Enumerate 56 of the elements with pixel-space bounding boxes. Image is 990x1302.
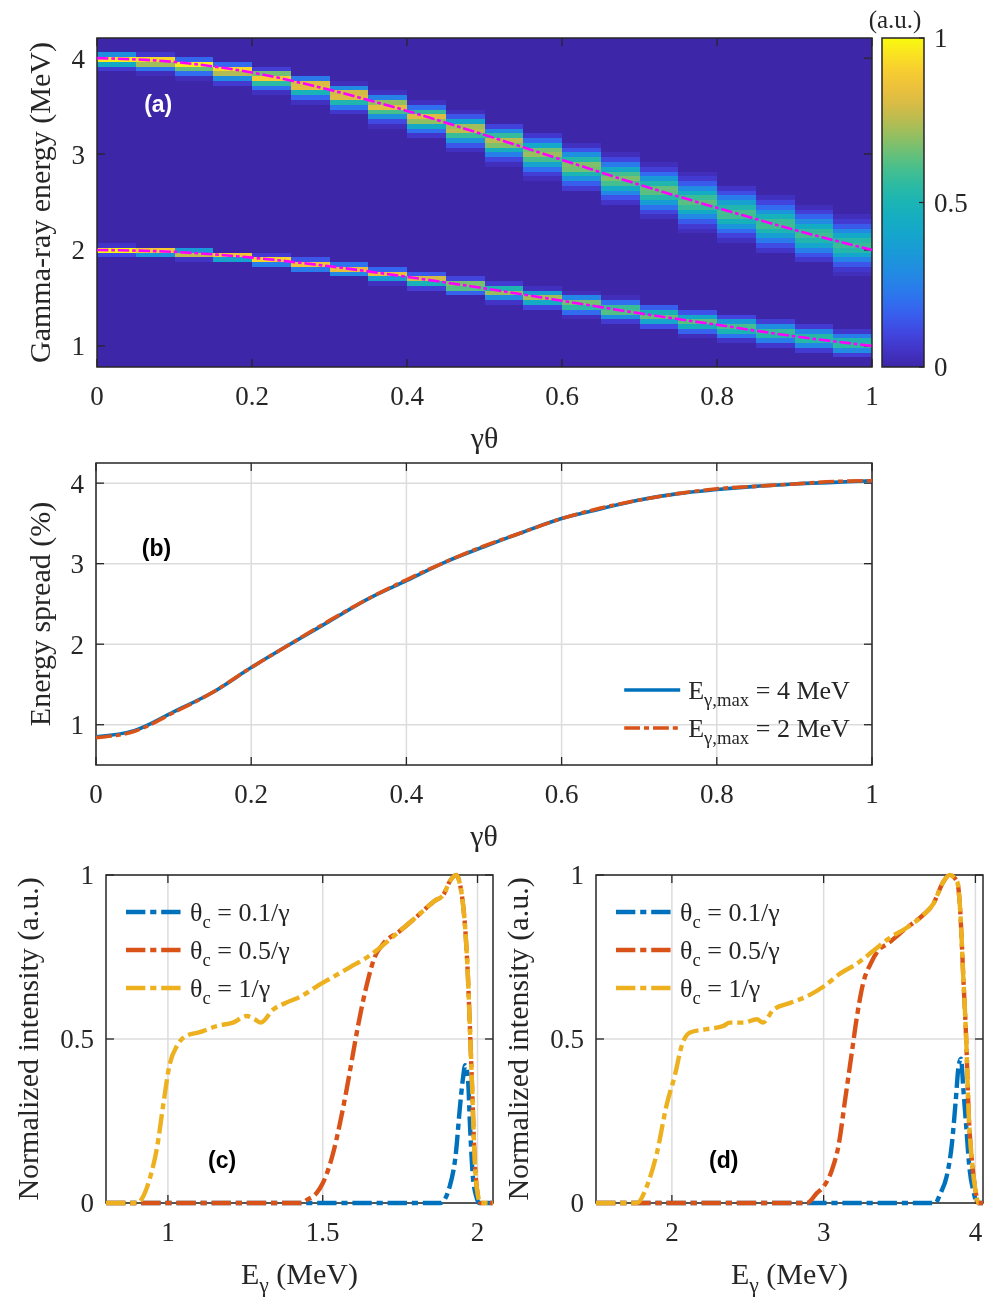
x-tick-label: 1 (865, 779, 879, 809)
x-tick-label: 1 (161, 1217, 175, 1247)
y-axis-title: Energy spread (%) (23, 501, 57, 727)
x-tick-label: 0.8 (699, 779, 734, 809)
y-axis-title: Normalized intensity (a.u.) (501, 877, 535, 1201)
y-tick-label: 1 (71, 331, 85, 362)
color-bar-label: 0.5 (934, 187, 968, 218)
x-axis-title: γθ (469, 819, 498, 852)
legend-label: E$_{γ,max}$ = 4 MeV (688, 676, 851, 711)
annotation: (d) (709, 1147, 739, 1174)
color-bar-label: 1 (934, 23, 948, 54)
annotation: (a) (144, 90, 173, 117)
x-tick-label: 0.8 (700, 381, 734, 411)
y-tick-label: 3 (70, 549, 84, 580)
x-tick-label: 0.2 (234, 779, 269, 809)
y-tick-label: 1 (70, 710, 84, 741)
annotation: (c) (208, 1147, 237, 1174)
x-tick-label: 3 (816, 1217, 831, 1247)
legend-label: θ$_{c}$ = 0.5/γ (190, 936, 290, 971)
y-tick-label: 3 (71, 139, 85, 170)
color-bar-title: (a.u.) (868, 6, 922, 34)
y-tick-label: 1 (570, 860, 584, 891)
line-series (103, 872, 496, 1206)
y-tick-label: 4 (71, 43, 86, 74)
y-axis-title: Normalized intensity (a.u.) (11, 877, 45, 1201)
y-tick-label: 1 (80, 860, 94, 891)
legend-label: θ$_{c}$ = 0.1/γ (190, 898, 290, 933)
legend-label: θ$_{c}$ = 0.5/γ (680, 936, 780, 971)
x-tick-label: 2 (470, 1217, 485, 1247)
x-tick-label: 0.4 (389, 779, 424, 809)
x-tick-label: 2 (665, 1217, 679, 1247)
x-tick-label: 0.6 (545, 381, 579, 411)
color-bar-label: 0 (934, 352, 948, 383)
line-series (593, 872, 986, 1206)
legend-label: θ$_{c}$ = 1/γ (680, 974, 761, 1009)
y-tick-label: 2 (71, 235, 85, 266)
legend-label: θ$_{c}$ = 1/γ (190, 974, 271, 1009)
y-tick-label: 2 (70, 629, 84, 660)
y-tick-label: 0 (80, 1188, 94, 1219)
y-tick-label: 0.5 (550, 1024, 584, 1055)
y-tick-label: 0.5 (60, 1024, 94, 1055)
legend-label: E$_{γ,max}$ = 2 MeV (688, 714, 851, 749)
y-tick-label: 0 (570, 1188, 584, 1219)
x-tick-label: 1 (865, 381, 879, 411)
y-tick-label: 4 (70, 468, 85, 499)
x-tick-label: 4 (968, 1217, 983, 1247)
y-axis-title: Gamma-ray energy (MeV) (23, 42, 57, 363)
x-tick-label: 0.2 (235, 381, 269, 411)
x-axis-title: E$_{γ}$ (MeV) (240, 1257, 359, 1298)
annotation: (b) (141, 534, 172, 561)
x-axis-title: γθ (469, 421, 499, 454)
legend-label: θ$_{c}$ = 0.1/γ (680, 898, 780, 933)
x-tick-label: 0.4 (390, 381, 425, 411)
x-tick-label: 1.5 (305, 1217, 340, 1247)
x-tick-label: 0.6 (544, 779, 579, 809)
x-axis-title: E$_{γ}$ (MeV) (730, 1257, 849, 1298)
